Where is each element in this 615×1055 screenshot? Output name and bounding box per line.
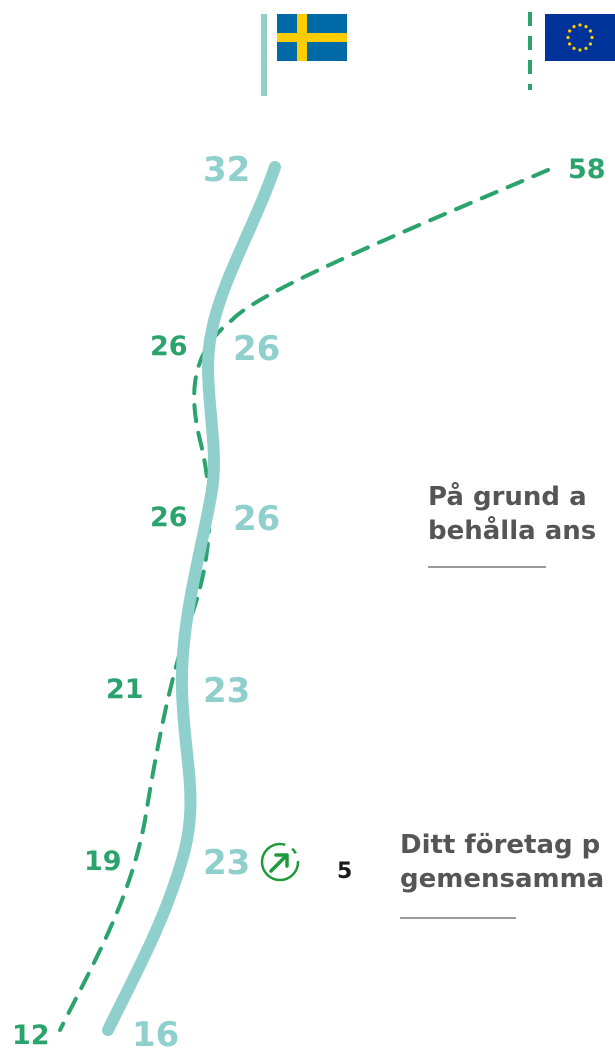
eu-value: 19 <box>84 846 122 877</box>
sweden-value: 26 <box>233 329 281 369</box>
eu-value: 58 <box>568 154 606 185</box>
eu-value: 21 <box>106 674 144 705</box>
callout-1-divider <box>428 566 546 568</box>
flag-eu-icon <box>545 14 615 61</box>
arrow-up-right-icon <box>260 842 300 882</box>
eu-value: 26 <box>150 502 188 533</box>
flag-sweden-icon <box>277 14 347 61</box>
callout-1-line-1: På grund a <box>428 482 587 512</box>
sweden-value: 26 <box>233 499 281 539</box>
change-value: 5 <box>337 859 353 884</box>
callout-2-line-1: Ditt företag p <box>400 830 601 860</box>
sweden-value: 32 <box>203 150 251 190</box>
sweden-line <box>102 161 281 1036</box>
sweden-value: 23 <box>203 671 251 711</box>
callout-2-line-2: gemensamma <box>400 864 605 894</box>
callout-1-line-2: behålla ans <box>428 516 597 546</box>
eu-value: 12 <box>12 1020 50 1051</box>
sweden-value: 23 <box>203 843 251 883</box>
eu-value: 26 <box>150 331 188 362</box>
eu-line <box>58 168 550 1032</box>
sweden-value: 16 <box>132 1015 180 1055</box>
callout-2-divider <box>400 917 516 919</box>
